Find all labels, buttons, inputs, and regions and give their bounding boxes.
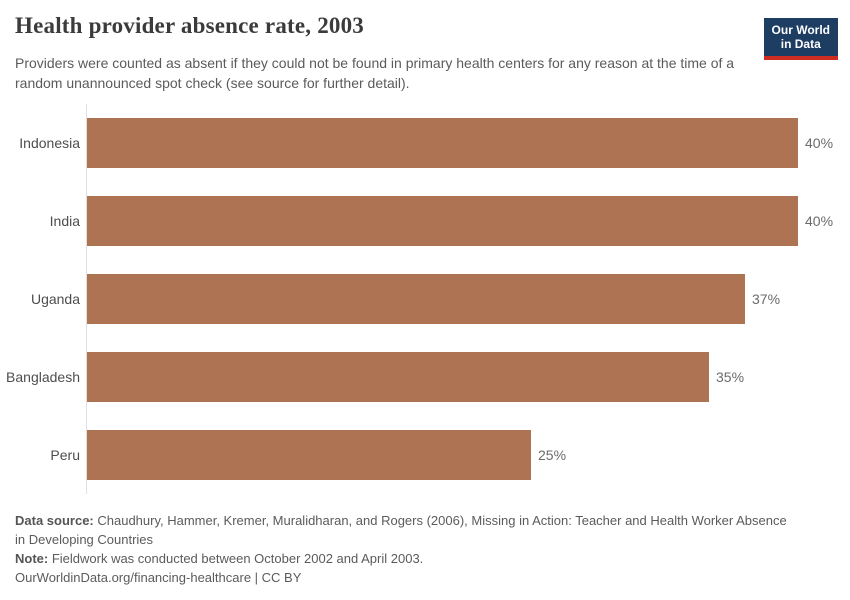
bar-row: Peru 25% (0, 416, 850, 494)
bar-rows: Indonesia 40% India 40% Uganda 37% Bangladesh 3… (0, 104, 850, 494)
chart-subtitle: Providers were counted as absent if they… (15, 55, 735, 91)
category-label: Bangladesh (6, 369, 80, 385)
bar-track: 40% (87, 196, 850, 246)
chart-footer: Data source: Chaudhury, Hammer, Kremer, … (15, 511, 835, 587)
owid-logo[interactable]: Our World in Data (763, 18, 838, 60)
bar-row: India 40% (0, 182, 850, 260)
bar-row: Bangladesh 35% (0, 338, 850, 416)
bar-track: 35% (87, 352, 850, 402)
category-label: Uganda (30, 291, 80, 307)
bar[interactable] (87, 118, 798, 168)
note-line: Note: Fieldwork was conducted between Oc… (15, 549, 835, 568)
bar[interactable] (87, 274, 745, 324)
owid-logo-line1: Our World (771, 23, 830, 37)
bar-track: 25% (87, 430, 850, 480)
owid-url-link[interactable]: OurWorldinData.org/financing-healthcare … (15, 570, 302, 585)
value-label: 37% (752, 291, 781, 307)
bar[interactable] (87, 196, 798, 246)
value-label: 35% (716, 369, 745, 385)
chart-title: Health provider absence rate, 2003 (15, 13, 364, 38)
bar[interactable] (87, 352, 709, 402)
bar-row: Uganda 37% (0, 260, 850, 338)
note-text: Fieldwork was conducted between October … (48, 551, 424, 566)
bar-row: Indonesia 40% (0, 104, 850, 182)
bar-chart: Indonesia 40% India 40% Uganda 37% Bangladesh 3… (0, 104, 850, 494)
data-source-label: Data source: (15, 513, 94, 528)
value-label: 40% (805, 135, 834, 151)
bar[interactable] (87, 430, 531, 480)
bar-track: 40% (87, 118, 850, 168)
category-label: India (49, 213, 80, 229)
owid-logo-line2: in Data (780, 37, 821, 52)
value-label: 40% (805, 213, 834, 229)
data-source-text: Chaudhury, Hammer, Kremer, Muralidharan,… (15, 513, 787, 547)
value-label: 25% (538, 447, 567, 463)
data-source-line: Data source: Chaudhury, Hammer, Kremer, … (15, 511, 790, 549)
category-label: Indonesia (19, 135, 80, 151)
bar-track: 37% (87, 274, 850, 324)
note-label: Note: (15, 551, 49, 566)
category-label: Peru (50, 447, 80, 463)
y-axis-line (86, 104, 87, 494)
